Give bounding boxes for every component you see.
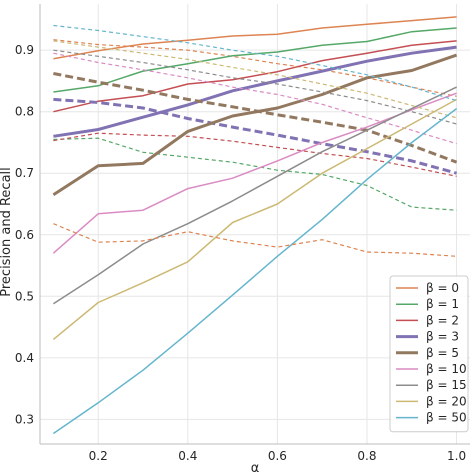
axes: 0.2 0.4 0.6 0.8 1.0 0.3 0.4 0.5 0.6 0.7 0.8 0.9 <box>15 4 470 463</box>
x-tick-label: 0.2 <box>89 449 108 463</box>
y-tick-label: 0.3 <box>15 412 34 426</box>
series-line-5-dashed <box>53 132 457 177</box>
series-line-10 <box>52 92 457 254</box>
legend-label: β = 15 <box>426 378 467 392</box>
y-tick-label: 0.7 <box>15 166 34 180</box>
series-line-17-dashed <box>53 24 457 102</box>
series-line-3-dashed <box>53 137 457 211</box>
legend-label: β = 1 <box>426 297 459 311</box>
legend-label: β = 50 <box>426 411 467 425</box>
y-tick-label: 0.5 <box>15 289 34 303</box>
series-line-14 <box>52 98 457 340</box>
x-axis-label: α <box>251 461 260 474</box>
legend-label: β = 3 <box>426 330 459 344</box>
legend: β = 0 β = 1 β = 2 β = 3 β = 5 β = 10 β = 15 β =… <box>389 275 469 433</box>
y-tick-label: 0.6 <box>15 228 34 242</box>
y-tick-label: 0.8 <box>15 105 34 119</box>
series-line-1-dashed <box>53 39 457 97</box>
x-tick-label: 1.0 <box>447 449 466 463</box>
series-line-12 <box>52 86 457 305</box>
legend-box <box>389 275 469 433</box>
series-line-9-dashed <box>53 72 458 164</box>
series-line-18-dashed <box>53 223 457 257</box>
x-tick-label: 0.8 <box>357 449 376 463</box>
series-line-0 <box>53 16 457 60</box>
series-line-7-dashed <box>53 97 457 175</box>
series-line-2 <box>53 27 457 93</box>
legend-label: β = 10 <box>426 362 467 376</box>
series-lines <box>52 16 458 435</box>
y-tick-label: 0.9 <box>15 43 34 57</box>
legend-label: β = 0 <box>426 281 459 295</box>
y-tick-label: 0.4 <box>15 351 34 365</box>
x-tick-label: 0.6 <box>268 449 287 463</box>
series-line-4 <box>53 40 457 113</box>
series-line-6 <box>53 45 457 138</box>
series-line-15-dashed <box>53 40 457 119</box>
series-line-16 <box>52 108 458 435</box>
legend-label: β = 5 <box>426 346 459 360</box>
series-line-11-dashed <box>53 52 457 145</box>
legend-label: β = 20 <box>426 394 467 408</box>
x-tick-label: 0.4 <box>178 449 197 463</box>
y-axis-label: Precision and Recall <box>0 167 14 297</box>
legend-label: β = 2 <box>426 313 459 327</box>
series-line-13-dashed <box>53 49 457 125</box>
